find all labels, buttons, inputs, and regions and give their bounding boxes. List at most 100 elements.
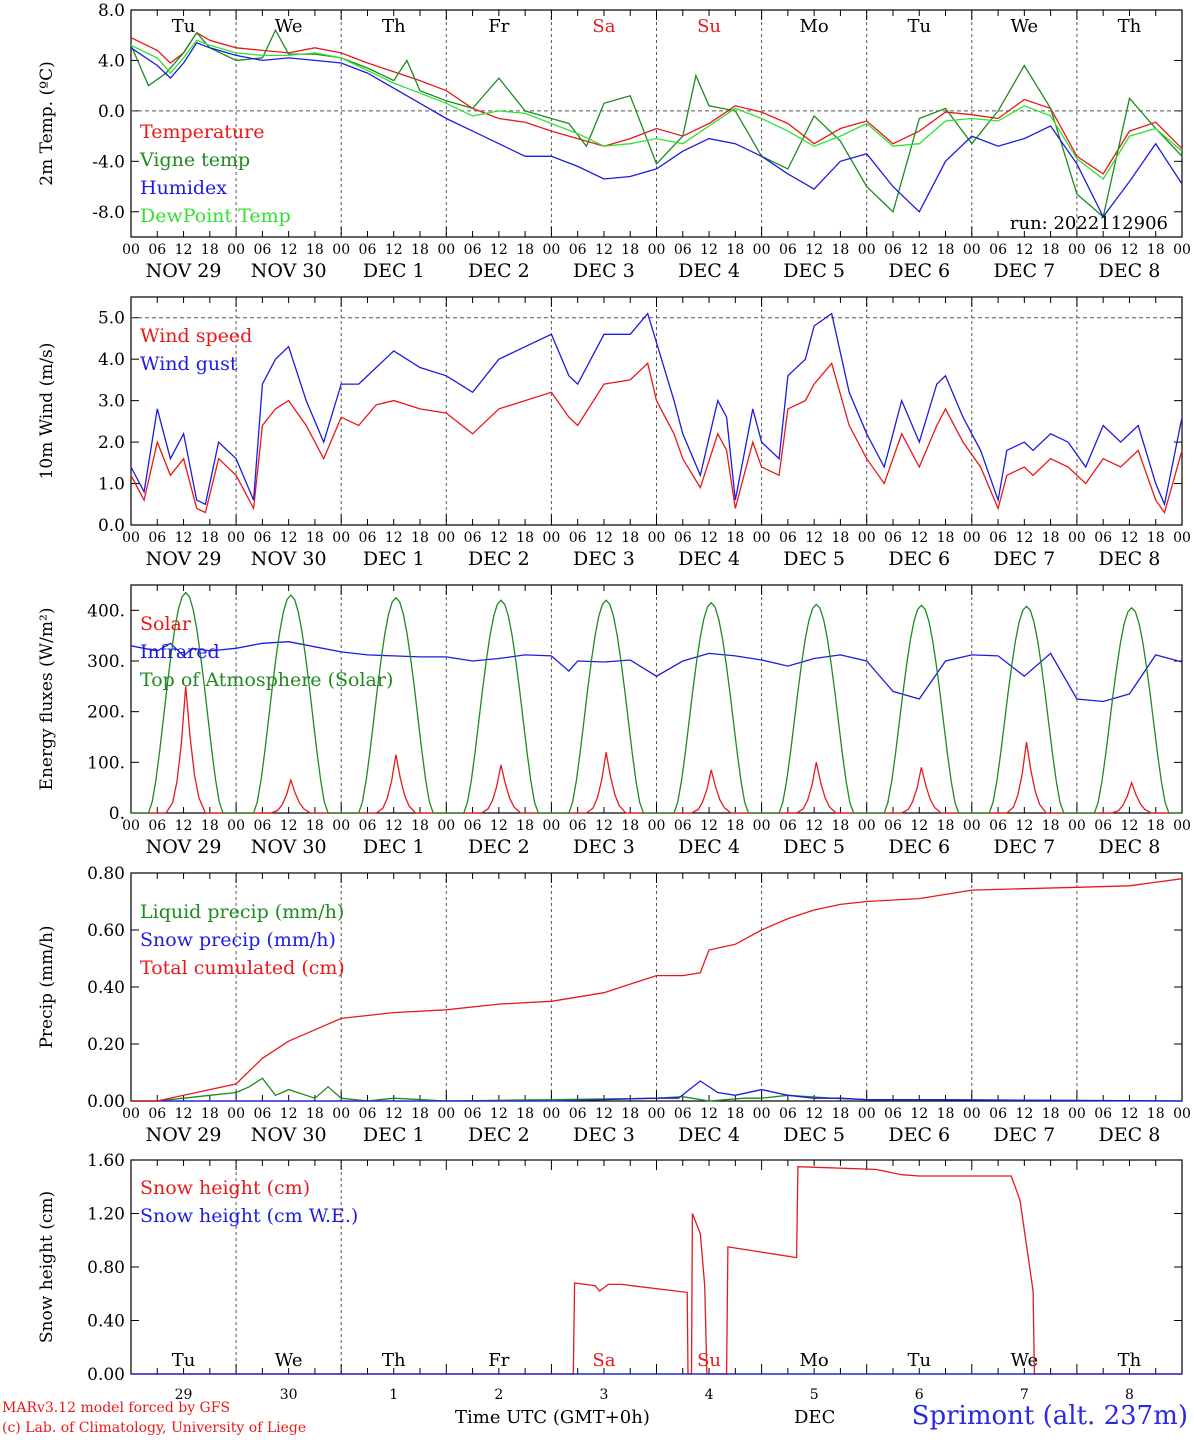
legend-entry: Infrared (140, 641, 220, 663)
hour-tick-label: 00 (437, 1106, 455, 1122)
hour-tick-label: 18 (1147, 1106, 1165, 1122)
hour-tick-label: 12 (595, 1106, 613, 1122)
hour-tick-label: 18 (516, 818, 534, 834)
legend-entry: Snow precip (mm/h) (140, 929, 336, 951)
day-label: DEC 3 (573, 836, 635, 858)
series-line-wind-gust (130, 312, 1183, 507)
hour-tick-label: 12 (700, 1106, 718, 1122)
station-label: Sprimont (alt. 237m) (911, 1401, 1188, 1431)
weekday-label: We (1011, 1350, 1039, 1371)
hour-tick-label: 06 (148, 1106, 166, 1122)
y-tick-label: -8.0 (92, 203, 125, 223)
day-label: DEC 8 (1099, 1124, 1161, 1146)
hour-tick-label: 12 (910, 530, 928, 546)
hour-tick-label: 06 (884, 1106, 902, 1122)
hour-tick-label: 00 (122, 242, 140, 258)
hour-tick-label: 06 (674, 1106, 692, 1122)
day-label: DEC 2 (468, 260, 530, 282)
hour-tick-label: 06 (779, 530, 797, 546)
hour-tick-label: 12 (490, 242, 508, 258)
hour-tick-label: 06 (674, 818, 692, 834)
day-label: DEC 5 (783, 836, 845, 858)
hour-tick-label: 06 (779, 1106, 797, 1122)
hour-tick-label: 18 (937, 530, 955, 546)
hour-tick-label: 12 (700, 818, 718, 834)
hour-tick-label: 00 (963, 1106, 981, 1122)
series-line-humidex (130, 42, 1183, 219)
series-line-liquid-precip-mm-h (131, 1077, 1183, 1102)
hour-tick-label: 00 (1068, 1106, 1086, 1122)
hour-tick-label: 00 (963, 818, 981, 834)
hour-tick-label: 00 (122, 818, 140, 834)
hour-tick-label: 18 (1042, 818, 1060, 834)
hour-tick-label: 00 (122, 1106, 140, 1122)
day-label: DEC 3 (573, 260, 635, 282)
hour-tick-label: 00 (1068, 818, 1086, 834)
credit-model: MARv3.12 model forced by GFS (2, 1400, 231, 1416)
y-tick-label: 0.0 (98, 102, 125, 122)
hour-tick-label: 00 (648, 818, 666, 834)
weekday-label: We (275, 1350, 303, 1371)
y-axis-label: 10m Wind (m/s) (37, 343, 57, 480)
month-label: DEC (794, 1407, 836, 1428)
y-tick-label: 3.0 (98, 392, 125, 412)
hour-tick-label: 06 (989, 530, 1007, 546)
hour-tick-label: 00 (227, 818, 245, 834)
hour-tick-label: 00 (1068, 530, 1086, 546)
hour-tick-label: 12 (1015, 818, 1033, 834)
hour-tick-label: 00 (332, 1106, 350, 1122)
hour-tick-label: 12 (385, 818, 403, 834)
hour-tick-label: 12 (175, 1106, 193, 1122)
hour-tick-label: 12 (1121, 818, 1139, 834)
y-tick-label: 8.0 (98, 1, 125, 21)
weekday-label: Sa (592, 1350, 615, 1371)
legend-entry: DewPoint Temp (140, 205, 291, 227)
hour-tick-label: 18 (516, 1106, 534, 1122)
hour-tick-label: 06 (674, 242, 692, 258)
weekday-label: Sa (592, 16, 615, 37)
day-label: DEC 6 (888, 260, 950, 282)
hour-tick-label: 12 (175, 242, 193, 258)
hour-tick-label: 06 (1094, 818, 1112, 834)
hour-tick-label: 12 (280, 1106, 298, 1122)
hour-tick-label: 18 (411, 818, 429, 834)
day-label: NOV 30 (251, 548, 327, 570)
hour-tick-label: 12 (805, 818, 823, 834)
hour-tick-label: 00 (227, 1106, 245, 1122)
series-line-top-of-atmosphere-solar (131, 591, 1182, 814)
weekday-label: Th (1118, 16, 1142, 37)
hour-tick-label: 00 (1173, 242, 1191, 258)
day-label: DEC 4 (678, 548, 740, 570)
hour-tick-label: 12 (805, 242, 823, 258)
hour-tick-label: 00 (648, 530, 666, 546)
hour-tick-label: 18 (411, 242, 429, 258)
hour-tick-label: 00 (753, 242, 771, 258)
day-label: NOV 29 (146, 836, 222, 858)
day-label: DEC 7 (993, 548, 1055, 570)
hour-tick-label: 18 (937, 242, 955, 258)
hour-tick-label: 18 (411, 1106, 429, 1122)
hour-tick-label: 18 (516, 242, 534, 258)
y-tick-label: 0.40 (87, 978, 125, 998)
day-number-label: 5 (810, 1387, 819, 1403)
hour-tick-label: 00 (542, 242, 560, 258)
y-tick-label: 0.80 (87, 864, 125, 884)
hour-tick-label: 18 (937, 818, 955, 834)
hour-tick-label: 06 (253, 242, 271, 258)
hour-tick-label: 00 (332, 242, 350, 258)
run-annotation: run: 2022112906 (1010, 213, 1168, 234)
hour-tick-label: 06 (359, 1106, 377, 1122)
hour-tick-label: 12 (1015, 530, 1033, 546)
hour-tick-label: 06 (253, 530, 271, 546)
hour-tick-label: 06 (359, 530, 377, 546)
hour-tick-label: 00 (1173, 1106, 1191, 1122)
hour-tick-label: 00 (437, 530, 455, 546)
hour-tick-label: 18 (1147, 818, 1165, 834)
y-tick-label: 0.0 (98, 516, 125, 536)
hour-tick-label: 06 (148, 242, 166, 258)
day-label: DEC 7 (993, 1124, 1055, 1146)
hour-tick-label: 12 (385, 1106, 403, 1122)
y-axis-label: Energy fluxes (W/m²) (37, 608, 57, 791)
hour-tick-label: 12 (280, 242, 298, 258)
